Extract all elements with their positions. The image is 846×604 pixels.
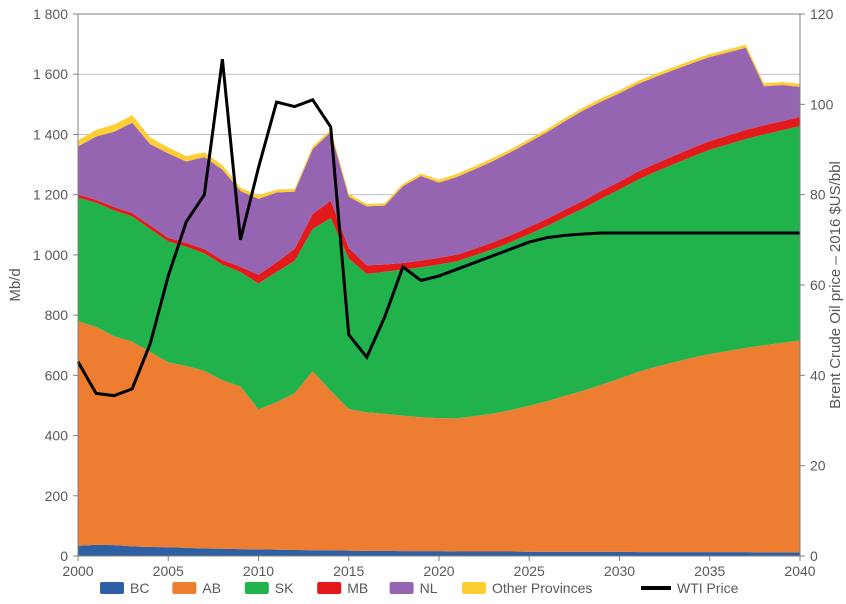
y-left-tick-label: 0: [60, 548, 68, 564]
legend-label-OtherProvinces: Other Provinces: [492, 580, 592, 596]
legend-label-NL: NL: [420, 580, 438, 596]
x-tick-label: 2035: [694, 563, 725, 579]
x-tick-label: 2020: [423, 563, 454, 579]
legend-label-wti: WTI Price: [677, 580, 739, 596]
y-right-tick-label: 60: [810, 277, 826, 293]
x-tick-label: 2030: [604, 563, 635, 579]
legend-label-AB: AB: [202, 580, 221, 596]
y-left-tick-label: 1 800: [33, 6, 68, 22]
legend-swatch-SK: [245, 582, 269, 594]
legend-label-BC: BC: [130, 580, 149, 596]
legend-label-SK: SK: [275, 580, 294, 596]
legend-swatch-MB: [317, 582, 341, 594]
chart-svg: 200020052010201520202025203020352040 020…: [0, 0, 846, 604]
legend-swatch-OtherProvinces: [462, 582, 486, 594]
legend-swatch-BC: [100, 582, 124, 594]
legend-swatch-AB: [172, 582, 196, 594]
legend: BC AB SK MB NL Other Provinces WTI Price: [100, 580, 739, 596]
y-right-tick-label: 40: [810, 367, 826, 383]
x-tick-label: 2000: [62, 563, 93, 579]
x-tick-label: 2005: [153, 563, 184, 579]
y-left-tick-label: 1 600: [33, 66, 68, 82]
y-left-tick-label: 400: [45, 428, 69, 444]
x-tick-label: 2015: [333, 563, 364, 579]
y-left-tick-label: 1 000: [33, 247, 68, 263]
y-right-tick-label: 100: [810, 96, 834, 112]
y-left-tick-label: 200: [45, 488, 69, 504]
y-left-axis-label: Mb/d: [7, 268, 24, 301]
legend-swatch-NL: [390, 582, 414, 594]
x-tick-label: 2025: [514, 563, 545, 579]
y-left-tick-label: 600: [45, 367, 69, 383]
y-left-tick-label: 800: [45, 307, 69, 323]
y-right-tick-label: 0: [810, 548, 818, 564]
legend-label-MB: MB: [347, 580, 368, 596]
x-tick-label: 2010: [243, 563, 274, 579]
x-tick-label: 2040: [784, 563, 815, 579]
y-right-tick-label: 80: [810, 187, 826, 203]
y-left-tick-label: 1 400: [33, 126, 68, 142]
y-right-axis-label: Brent Crude Oil price – 2016 $US/bbl: [827, 161, 844, 409]
y-right-tick-label: 120: [810, 6, 834, 22]
oil-production-chart: 200020052010201520202025203020352040 020…: [0, 0, 846, 604]
y-right-tick-label: 20: [810, 458, 826, 474]
y-left-tick-label: 1 200: [33, 187, 68, 203]
